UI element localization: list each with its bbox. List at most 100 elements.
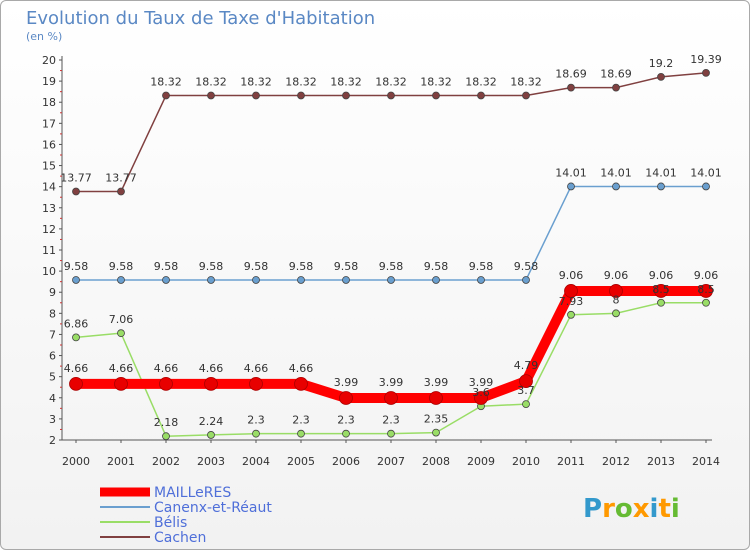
x-tick-label-2004: 2004 <box>242 455 270 468</box>
data-label-1-2014: 14.01 <box>690 166 722 179</box>
data-label-3-2007: 18.32 <box>375 75 407 88</box>
point-2-2001 <box>117 329 125 338</box>
x-tick-label-2001: 2001 <box>107 455 135 468</box>
data-label-3-2011: 18.69 <box>555 68 587 81</box>
point-2-2006 <box>342 429 350 438</box>
point-3-2013 <box>657 72 665 81</box>
point-0-2007 <box>384 391 398 405</box>
point-3-2003 <box>207 91 215 100</box>
data-label-3-2014: 19.39 <box>690 53 722 66</box>
x-tick-label-2003: 2003 <box>197 455 225 468</box>
data-label-1-2002: 9.58 <box>154 260 179 273</box>
y-tick-label-17: 17 <box>42 117 56 130</box>
axes: 2 3 4 5 6 7 8 9 10 11 12 13 14 15 16 17 18 19 20 2000 2001 20… <box>42 54 720 468</box>
y-tick-label-7: 7 <box>49 328 56 341</box>
logo-letter: P <box>583 494 602 524</box>
x-tick-label-2006: 2006 <box>332 455 360 468</box>
point-2-2011 <box>567 310 575 319</box>
point-0-2003 <box>204 376 218 391</box>
point-0-2008 <box>429 391 443 405</box>
data-label-2-2010: 3.7 <box>517 384 535 397</box>
point-0-2002 <box>159 376 173 391</box>
point-0-2001 <box>114 376 128 391</box>
data-label-2-2014: 8.5 <box>697 283 715 296</box>
point-2-2005 <box>297 429 305 438</box>
data-label-0-2014: 9.06 <box>694 269 719 282</box>
data-label-1-2000: 9.58 <box>64 260 89 273</box>
legend-label-1: Canenx-et-Réaut <box>154 500 272 516</box>
point-3-2012 <box>612 83 620 92</box>
data-label-1-2005: 9.58 <box>289 260 314 273</box>
point-3-2010 <box>522 91 530 100</box>
y-tick-label-4: 4 <box>49 392 56 405</box>
data-labels: 13.77 13.77 18.32 18.32 18.32 18.32 18.32 18.32… <box>60 53 722 429</box>
data-label-1-2012: 14.01 <box>600 166 632 179</box>
point-3-2014 <box>702 68 710 77</box>
data-label-0-2004: 4.66 <box>244 362 269 375</box>
point-1-2005 <box>297 276 305 284</box>
point-0-2005 <box>294 376 308 391</box>
point-3-2008 <box>432 91 440 100</box>
data-label-2-2011: 7.93 <box>559 295 584 308</box>
data-label-3-2002: 18.32 <box>150 75 182 88</box>
point-0-2010 <box>519 374 533 389</box>
logo-letter: i <box>650 494 659 524</box>
data-label-0-2000: 4.66 <box>64 362 89 375</box>
y-tick-label-18: 18 <box>42 96 56 109</box>
data-label-0-2013: 9.06 <box>649 269 674 282</box>
data-label-1-2009: 9.58 <box>469 260 494 273</box>
x-tick-label-2002: 2002 <box>152 455 180 468</box>
y-tick-label-6: 6 <box>49 350 56 363</box>
x-tick-label-2007: 2007 <box>377 455 405 468</box>
y-tick-label-2: 2 <box>49 434 56 447</box>
point-2-2002 <box>162 432 170 441</box>
data-label-1-2008: 9.58 <box>424 260 449 273</box>
point-0-2009 <box>474 391 488 405</box>
point-1-2013 <box>657 182 665 191</box>
point-1-2011 <box>567 182 575 191</box>
data-label-0-2009: 3.99 <box>469 376 494 389</box>
logo-letter: i <box>671 494 680 524</box>
series-layer <box>69 68 713 441</box>
y-tick-label-3: 3 <box>49 413 56 426</box>
data-label-2-2009: 3.6 <box>472 386 490 399</box>
data-label-3-2012: 18.69 <box>600 68 632 81</box>
point-0-2011 <box>564 284 578 298</box>
point-3-2002 <box>162 91 170 100</box>
y-tick-label-19: 19 <box>42 75 56 88</box>
y-tick-label-11: 11 <box>42 244 56 257</box>
data-label-3-2004: 18.32 <box>240 75 272 88</box>
data-label-1-2001: 9.58 <box>109 260 134 273</box>
logo-letter: x <box>633 494 650 524</box>
point-0-2000 <box>69 376 83 391</box>
point-1-2007 <box>387 276 395 284</box>
point-1-2004 <box>252 276 260 284</box>
data-label-0-2008: 3.99 <box>424 376 449 389</box>
data-label-3-2010: 18.32 <box>510 75 542 88</box>
point-3-2006 <box>342 91 350 100</box>
point-2-2012 <box>612 309 620 318</box>
legend-label-2: Bélis <box>154 515 187 531</box>
point-1-2003 <box>207 276 215 284</box>
data-label-0-2005: 4.66 <box>289 362 314 375</box>
point-1-2014 <box>702 182 710 191</box>
point-3-2001 <box>117 187 125 196</box>
point-0-2012 <box>609 284 623 298</box>
data-label-0-2011: 9.06 <box>559 269 584 282</box>
data-label-1-2010: 9.58 <box>514 260 539 273</box>
y-tick-label-16: 16 <box>42 138 56 151</box>
x-tick-label-2010: 2010 <box>512 455 540 468</box>
point-3-2004 <box>252 91 260 100</box>
logo-text: Proxiti <box>583 494 680 524</box>
point-3-2007 <box>387 91 395 100</box>
point-0-2006 <box>339 391 353 405</box>
y-tick-label-15: 15 <box>42 160 56 173</box>
point-2-2004 <box>252 429 260 438</box>
logo-letter: r <box>602 494 615 524</box>
data-label-0-2007: 3.99 <box>379 376 404 389</box>
data-label-2-2003: 2.24 <box>199 415 224 428</box>
data-label-3-2000: 13.77 <box>60 172 92 185</box>
legend-label-3: Cachen <box>154 530 206 546</box>
